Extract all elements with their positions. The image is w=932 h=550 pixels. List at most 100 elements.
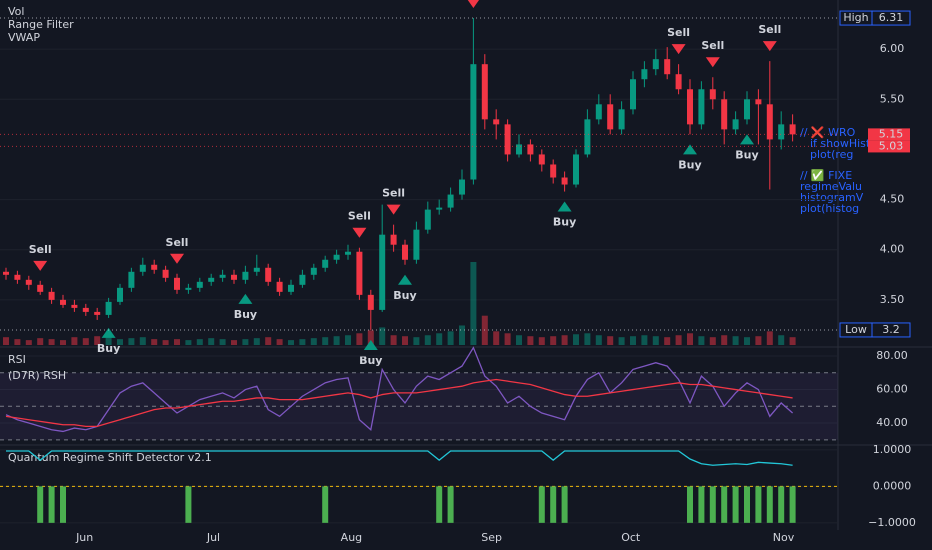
histogram-bar [48,486,55,523]
histogram-bar [185,486,192,523]
histogram-bar [538,486,545,523]
buy-marker [683,144,697,155]
y-tick-label: 60.00 [876,383,908,396]
histogram-bar [766,486,773,523]
signal-label: Buy [393,289,416,302]
candle-body [185,287,192,290]
candle-body [196,281,203,288]
volume-bar [37,338,44,345]
candle-body [527,144,534,155]
volume-bar [584,333,591,345]
histogram-bar [322,486,329,523]
volume-bar [516,335,522,345]
candle-body [709,89,716,100]
candle-body [231,274,237,280]
y-tick-label: −1.0000 [868,516,916,529]
marker-box [871,322,911,338]
candle-body [322,259,329,268]
candle-body [60,299,66,305]
volume-bar [561,335,568,345]
y-tick-label: 0.0000 [873,479,912,492]
candle-body [470,64,477,180]
candle-body [94,311,101,315]
candle-body [687,89,693,125]
volume-bar [379,327,386,345]
y-tick-label: 5.50 [880,92,905,105]
candle-body [561,177,568,185]
candle-body [584,119,591,155]
volume-bar [447,331,454,345]
candle-body [436,207,443,210]
buy-marker [740,134,754,145]
histogram-bar [561,486,568,523]
y-tick-label: 3.50 [880,293,905,306]
signal-label: Buy [678,158,701,171]
volume-bar [345,335,351,345]
volume-bar [550,336,557,345]
candle-body [413,229,420,260]
signal-label: Sell [667,26,690,39]
x-tick-label: Jul [206,531,220,544]
histogram-bar [687,486,693,523]
volume-bar [402,336,408,345]
candle-body [174,277,180,290]
volume-bar [789,337,796,345]
candle-body [459,179,465,195]
rsi-line [5,346,794,433]
candle-body [219,274,226,278]
sell-marker [467,0,480,9]
volume-bar [607,336,614,345]
candle-body [675,74,682,90]
histogram-bar [755,486,762,523]
candle-body [105,301,112,315]
volume-bar [253,338,260,345]
volume-bar [652,336,659,345]
candle-body [698,89,705,125]
volume-bar [105,337,112,345]
code-annotation: // ✅ FIXE [800,169,852,182]
candle-body [732,119,739,130]
histogram-bar [447,486,454,523]
signal-label: Sell [348,210,371,223]
signal-label: Sell [382,187,405,200]
code-annotation: if showHist [810,137,871,150]
sell-marker [386,204,401,215]
candle-body [82,307,89,312]
signal-label: Buy [97,342,120,355]
legend-label: Vol [8,5,24,18]
legend-label: Range Filter [8,18,74,31]
candle-body [253,267,260,272]
marker-value: 5.03 [879,139,904,152]
marker-box [871,10,911,26]
volume-bar [196,339,203,345]
volume-bar [299,339,306,345]
sell-marker [671,44,686,55]
x-tick-label: Oct [621,531,641,544]
volume-bar [538,337,545,345]
volume-bar [322,337,329,345]
volume-bar [470,262,477,345]
code-annotation: plot(reg [810,148,853,161]
buy-marker [557,201,572,212]
pane-title: RSI [8,353,26,366]
x-tick-label: Jun [75,531,93,544]
volume-bar [162,340,169,345]
candle-body [493,119,500,125]
volume-bar [641,335,648,345]
signal-label: Buy [553,216,576,229]
volume-bar [242,339,249,345]
candle-body [128,271,135,288]
signal-label: Sell [758,23,781,36]
sell-marker [762,41,777,52]
volume-bar [618,337,625,345]
candle-body [755,99,762,105]
candle-body [641,69,648,80]
code-annotation: // ❌ WRO [800,126,856,139]
histogram-bar [744,486,750,523]
volume-bar [94,336,101,345]
candle-body [345,251,351,255]
candle-body [367,294,374,310]
marker-value: 5.15 [879,127,904,140]
x-tick-label: Sep [481,531,502,544]
